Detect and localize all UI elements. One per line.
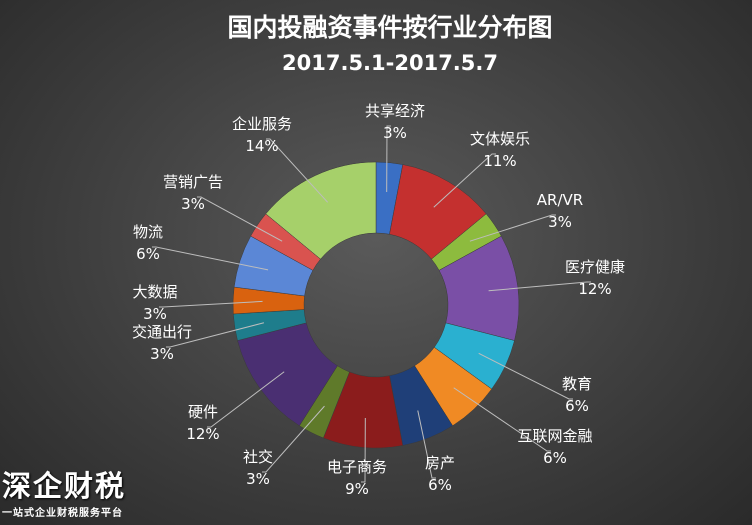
pie-slices <box>232 161 520 449</box>
slice-name: 企业服务 <box>232 115 292 133</box>
leader-line <box>488 281 591 292</box>
slice-name: 医疗健康 <box>565 258 625 276</box>
leader-line <box>453 387 551 452</box>
slice-name: 房产 <box>425 454 455 472</box>
slice-label: 房产 6% <box>425 454 455 494</box>
leader-line <box>152 246 269 271</box>
slice-percent: 12% <box>578 280 611 298</box>
slice-label: 文体娱乐 11% <box>470 130 530 170</box>
slice-percent: 14% <box>245 137 278 155</box>
slice-label: AR/VR 3% <box>537 191 583 231</box>
slice-percent: 3% <box>548 213 572 231</box>
leader-line <box>159 300 263 308</box>
slice-percent: 6% <box>565 397 589 415</box>
slice-percent: 6% <box>136 245 160 263</box>
leader-lines <box>152 125 591 483</box>
slice-name: 社交 <box>243 448 273 466</box>
slice-label: 交通出行 3% <box>132 323 192 363</box>
leader-line <box>386 125 391 193</box>
chart-title: 国内投融资事件按行业分布图 <box>227 13 552 42</box>
slice-name: 物流 <box>133 223 163 241</box>
slice-label: 物流 6% <box>133 223 163 263</box>
slice-label: 营销广告 3% <box>163 173 223 213</box>
slice-name: 营销广告 <box>163 173 223 191</box>
slice-label: 教育 6% <box>562 375 592 415</box>
leader-line <box>166 322 265 348</box>
leader-line <box>433 153 496 208</box>
slice-percent: 6% <box>543 449 567 467</box>
slice-label: 共享经济 3% <box>365 102 425 142</box>
slice-label: 硬件 12% <box>186 403 219 443</box>
leader-line <box>266 138 329 203</box>
slice-percent: 6% <box>428 476 452 494</box>
slice-label: 大数据 3% <box>132 283 177 323</box>
slice-percent: 12% <box>186 425 219 443</box>
leader-line <box>469 214 556 242</box>
slice-label: 互联网金融 6% <box>517 427 592 467</box>
slice-name: 互联网金融 <box>517 427 592 445</box>
slice-percent: 9% <box>345 480 369 498</box>
slice-name: 文体娱乐 <box>470 130 530 148</box>
slice-label: 医疗健康 12% <box>565 258 625 298</box>
slice-percent: 3% <box>150 345 174 363</box>
slice-name: 教育 <box>562 375 592 393</box>
slice-label: 电子商务 9% <box>327 458 387 498</box>
leader-line <box>417 410 436 479</box>
slice-name: 大数据 <box>132 283 177 301</box>
slice-name: 共享经济 <box>365 102 425 120</box>
leader-line <box>207 371 285 428</box>
slice-labels: 共享经济 3% 文体娱乐 11%AR/VR 3%医疗健康 12%教育 6%互联网金融 6%房产… <box>132 102 625 498</box>
slice-name: AR/VR <box>537 191 583 209</box>
slice-percent: 3% <box>383 124 407 142</box>
slice-name: 交通出行 <box>132 323 192 341</box>
pie-slice <box>265 161 377 260</box>
watermark-logo: 深企财税 一站式企业财税服务平台 <box>2 470 126 519</box>
slice-label: 企业服务 14% <box>232 115 292 155</box>
slice-label: 社交 3% <box>243 448 273 488</box>
slice-percent: 3% <box>246 470 270 488</box>
watermark-main-text: 深企财税 <box>2 469 127 503</box>
slice-name: 电子商务 <box>327 458 387 476</box>
leader-line <box>262 405 325 473</box>
slice-name: 硬件 <box>188 403 218 421</box>
watermark-sub-text: 一站式企业财税服务平台 <box>2 508 123 519</box>
chart-subtitle: 2017.5.1-2017.5.7 <box>282 51 498 75</box>
slice-percent: 3% <box>143 305 167 323</box>
leader-line <box>361 417 366 483</box>
leader-line <box>197 196 283 242</box>
slice-percent: 3% <box>181 195 205 213</box>
slice-percent: 11% <box>483 152 516 170</box>
leader-line <box>478 352 573 400</box>
